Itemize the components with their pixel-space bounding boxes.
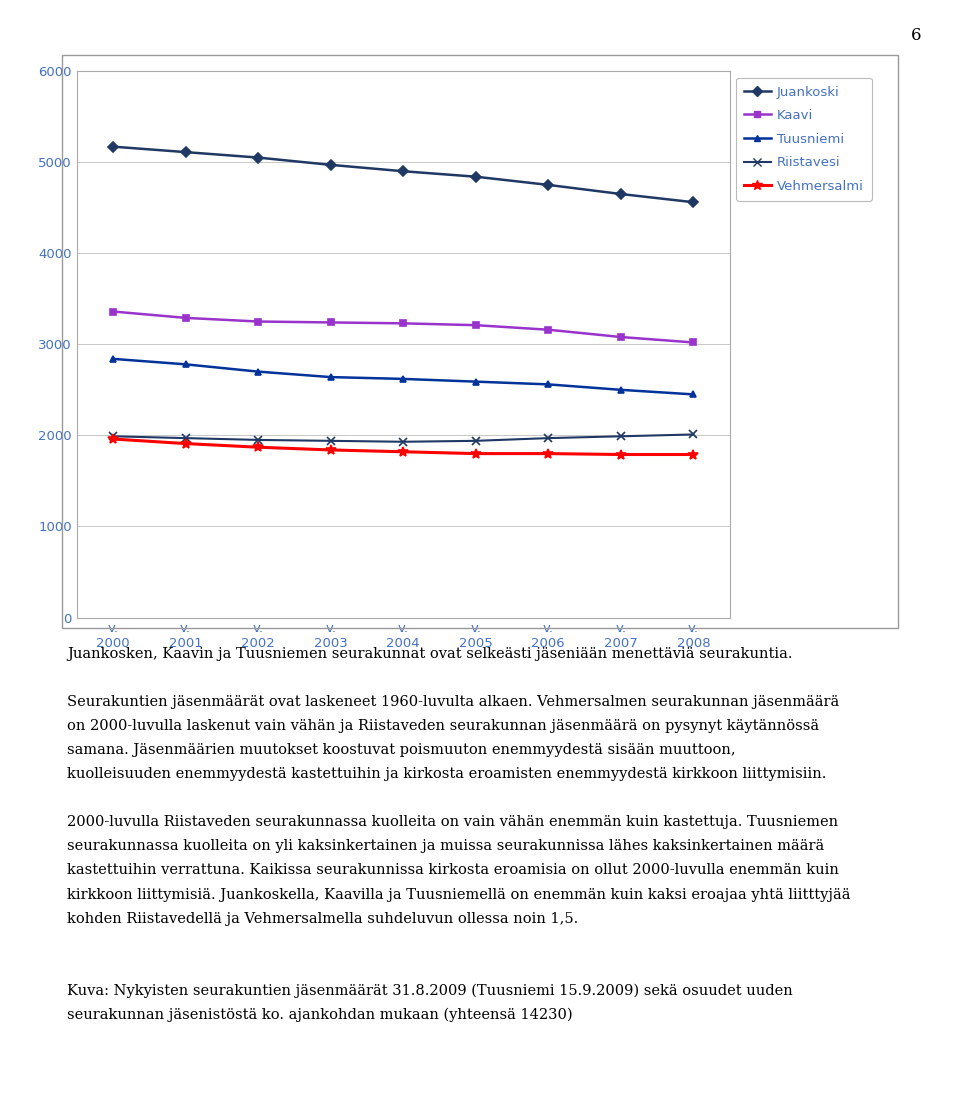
Tuusniemi	[180, 357, 191, 371]
Kaavi	[470, 319, 482, 332]
Text: 2000-luvulla Riistaveden seurakunnassa kuolleita on vain vähän enemmän kuin kast: 2000-luvulla Riistaveden seurakunnassa k…	[67, 815, 838, 830]
Text: kohden Riistavedellä ja Vehmersalmella suhdeluvun ollessa noin 1,5.: kohden Riistavedellä ja Vehmersalmella s…	[67, 912, 579, 926]
Kaavi	[542, 324, 554, 337]
Riistavesi	[470, 434, 482, 447]
Vehmersalmi	[324, 444, 336, 457]
Vehmersalmi	[108, 433, 119, 446]
Text: Seurakuntien jäsenmäärät ovat laskeneet 1960-luvulta alkaen. Vehmersalmen seurak: Seurakuntien jäsenmäärät ovat laskeneet …	[67, 695, 839, 709]
Juankoski	[252, 151, 264, 164]
Vehmersalmi	[615, 448, 627, 461]
Tuusniemi	[687, 388, 699, 401]
Juankoski	[108, 140, 119, 153]
Vehmersalmi	[687, 448, 699, 461]
Text: 6: 6	[911, 27, 922, 45]
Text: kastettuihin verrattuna. Kaikissa seurakunnissa kirkosta eroamisia on ollut 2000: kastettuihin verrattuna. Kaikissa seurak…	[67, 863, 839, 878]
Vehmersalmi	[180, 437, 191, 450]
Text: kuolleisuuden enemmyydestä kastettuihin ja kirkosta eroamisten enemmyydestä kirk: kuolleisuuden enemmyydestä kastettuihin …	[67, 767, 827, 781]
Vehmersalmi	[397, 445, 409, 458]
Line: Tuusniemi: Tuusniemi	[109, 355, 697, 398]
Juankoski	[397, 165, 409, 178]
Riistavesi	[180, 432, 191, 445]
Kaavi	[252, 315, 264, 328]
Kaavi	[108, 305, 119, 318]
Kaavi	[324, 316, 336, 329]
Juankoski	[687, 196, 699, 209]
Riistavesi	[108, 430, 119, 443]
Vehmersalmi	[470, 447, 482, 460]
Vehmersalmi	[542, 447, 554, 460]
Juankoski	[180, 145, 191, 158]
Kaavi	[180, 312, 191, 325]
Line: Vehmersalmi: Vehmersalmi	[108, 434, 698, 459]
Text: seurakunnassa kuolleita on yli kaksinkertainen ja muissa seurakunnissa lähes kak: seurakunnassa kuolleita on yli kaksinker…	[67, 839, 825, 854]
Tuusniemi	[397, 373, 409, 386]
Riistavesi	[324, 434, 336, 447]
Text: Kuva: Nykyisten seurakuntien jäsenmäärät 31.8.2009 (Tuusniemi 15.9.2009) sekä os: Kuva: Nykyisten seurakuntien jäsenmäärät…	[67, 984, 793, 998]
Juankoski	[470, 171, 482, 184]
Text: seurakunnan jäsenistöstä ko. ajankohdan mukaan (yhteensä 14230): seurakunnan jäsenistöstä ko. ajankohdan …	[67, 1008, 573, 1022]
Riistavesi	[542, 432, 554, 445]
Kaavi	[615, 330, 627, 343]
Tuusniemi	[252, 365, 264, 378]
Line: Kaavi: Kaavi	[109, 308, 697, 346]
Line: Juankoski: Juankoski	[109, 143, 697, 205]
Tuusniemi	[542, 378, 554, 391]
Juankoski	[615, 187, 627, 200]
Kaavi	[397, 317, 409, 330]
Text: kirkkoon liittymisiä. Juankoskella, Kaavilla ja Tuusniemellä on enemmän kuin kak: kirkkoon liittymisiä. Juankoskella, Kaav…	[67, 888, 851, 902]
Juankoski	[542, 178, 554, 191]
Tuusniemi	[108, 352, 119, 365]
Legend: Juankoski, Kaavi, Tuusniemi, Riistavesi, Vehmersalmi: Juankoski, Kaavi, Tuusniemi, Riistavesi,…	[736, 78, 872, 201]
Tuusniemi	[470, 375, 482, 388]
Riistavesi	[687, 427, 699, 440]
Riistavesi	[397, 435, 409, 448]
Tuusniemi	[615, 384, 627, 397]
Tuusniemi	[324, 371, 336, 384]
Text: samana. Jäsenmäärien muutokset koostuvat poismuuton enemmyydestä sisään muuttoon: samana. Jäsenmäärien muutokset koostuvat…	[67, 743, 735, 757]
Text: on 2000-luvulla laskenut vain vähän ja Riistaveden seurakunnan jäsenmäärä on pys: on 2000-luvulla laskenut vain vähän ja R…	[67, 719, 819, 733]
Line: Riistavesi: Riistavesi	[108, 431, 698, 446]
Juankoski	[324, 158, 336, 172]
Riistavesi	[252, 433, 264, 446]
Kaavi	[687, 336, 699, 349]
Vehmersalmi	[252, 440, 264, 454]
Text: Juankosken, Kaavin ja Tuusniemen seurakunnat ovat selkeästi jäseniään menettäviä: Juankosken, Kaavin ja Tuusniemen seuraku…	[67, 647, 793, 661]
Riistavesi	[615, 430, 627, 443]
